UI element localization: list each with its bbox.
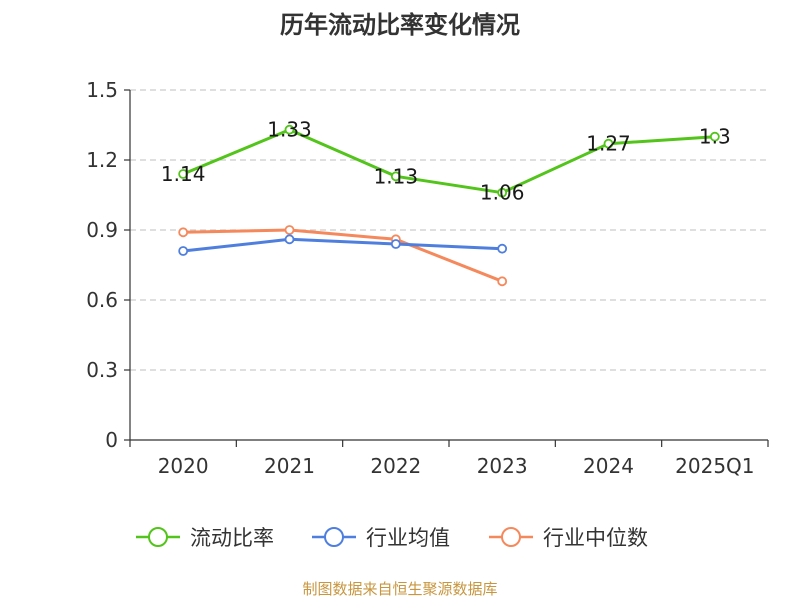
data-point[interactable] — [390, 239, 401, 249]
y-tick-label: 1.2 — [86, 148, 118, 172]
data-label: 1.3 — [699, 125, 731, 149]
data-point[interactable] — [284, 225, 295, 235]
data-point[interactable] — [390, 171, 401, 182]
y-tick-label: 0.6 — [86, 288, 118, 312]
data-point[interactable] — [178, 246, 189, 256]
series-layer — [178, 124, 720, 287]
data-label: 1.13 — [374, 164, 419, 188]
data-point[interactable] — [178, 169, 189, 179]
legend-label: 行业中位数 — [543, 526, 648, 550]
chart-title: 历年流动比率变化情况 — [280, 11, 520, 39]
data-label: 1.14 — [161, 162, 206, 186]
data-labels: 1.14 1.33 1.13 1.06 1.27 1.3 — [161, 118, 731, 205]
data-point[interactable] — [497, 276, 508, 287]
data-label: 1.06 — [480, 181, 525, 205]
x-tick-label: 2023 — [477, 454, 528, 478]
gridlines — [130, 89, 768, 371]
data-point[interactable] — [178, 227, 189, 238]
x-tick-label: 2024 — [583, 454, 634, 478]
data-point[interactable] — [709, 131, 720, 142]
legend-label: 流动比率 — [190, 526, 274, 550]
x-tick-label: 2025Q1 — [675, 454, 754, 478]
y-tick-label: 1.5 — [86, 78, 118, 102]
legend-marker — [501, 527, 521, 547]
series-line-1 — [181, 237, 504, 253]
legend-marker — [148, 527, 168, 547]
legend-item-2[interactable]: 行业中位数 — [489, 526, 648, 550]
data-point[interactable] — [284, 124, 295, 135]
x-tick-label: 2021 — [264, 454, 315, 478]
data-point[interactable] — [497, 187, 508, 198]
y-tick-label: 0.9 — [86, 218, 118, 242]
source-note: 制图数据来自恒生聚源数据库 — [302, 580, 497, 598]
legend[interactable]: 流动比率 行业均值 行业中位数 — [136, 526, 648, 550]
legend-item-1[interactable]: 行业均值 — [312, 526, 450, 550]
x-tick-label: 2020 — [158, 454, 209, 478]
series-line-0 — [181, 128, 717, 195]
data-point[interactable] — [603, 138, 614, 149]
x-tick-label: 2022 — [370, 454, 421, 478]
legend-marker — [324, 527, 344, 547]
legend-label: 行业均值 — [366, 526, 450, 550]
data-point[interactable] — [284, 234, 295, 245]
data-label: 1.33 — [267, 118, 312, 142]
data-point[interactable] — [497, 243, 508, 254]
axes: 0 0.3 0.6 0.9 1.2 1.5 2020 2021 2022 2023 2024 2025… — [86, 78, 769, 478]
series-line-2 — [181, 228, 504, 283]
y-tick-label: 0 — [105, 428, 118, 452]
legend-item-0[interactable]: 流动比率 — [136, 526, 274, 550]
y-tick-label: 0.3 — [86, 358, 118, 382]
data-label: 1.27 — [586, 132, 631, 156]
